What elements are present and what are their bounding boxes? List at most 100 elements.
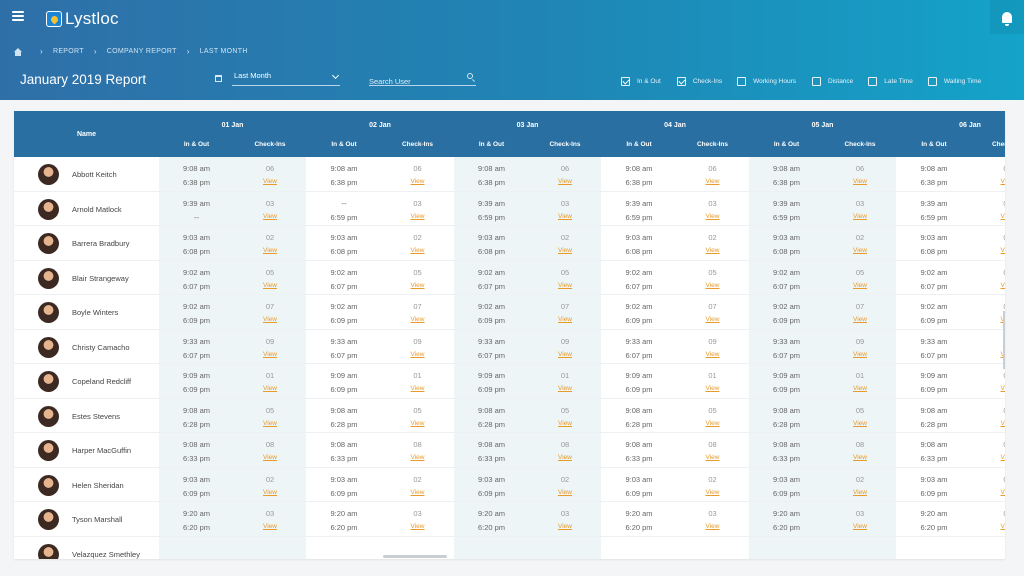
search-user[interactable] — [369, 71, 476, 86]
view-link[interactable]: View — [410, 488, 425, 496]
user-name[interactable]: Velazquez Smethley — [72, 549, 140, 559]
view-link[interactable]: View — [558, 281, 572, 289]
view-link[interactable]: View — [263, 281, 277, 289]
user-name[interactable]: Abbott Keitch — [72, 170, 117, 179]
view-link[interactable]: View — [705, 350, 720, 358]
view-link[interactable]: View — [558, 212, 572, 220]
user-name[interactable]: Helen Sheridan — [72, 480, 124, 490]
view-link[interactable]: View — [705, 419, 720, 427]
view-link[interactable]: View — [853, 454, 867, 461]
filter-distance[interactable]: Distance — [812, 77, 853, 86]
view-link[interactable]: View — [558, 178, 572, 185]
user-name[interactable]: Blair Strangeway — [72, 273, 129, 283]
view-link[interactable]: View — [705, 212, 720, 220]
view-link[interactable]: View — [410, 385, 425, 392]
user-name[interactable]: Copeland Redcliff — [72, 377, 132, 386]
view-link[interactable]: View — [558, 454, 572, 461]
menu-icon[interactable] — [12, 11, 24, 21]
view-link[interactable]: View — [410, 281, 425, 289]
view-link[interactable]: View — [853, 419, 867, 427]
view-link[interactable]: View — [410, 247, 425, 254]
user-name[interactable]: Boyle Winters — [72, 308, 119, 317]
view-link[interactable]: View — [705, 385, 720, 392]
view-link[interactable]: View — [705, 247, 720, 254]
checkbox[interactable] — [812, 77, 821, 86]
view-link[interactable]: View — [972, 351, 1006, 358]
checkbox[interactable] — [676, 77, 686, 86]
checkbox[interactable] — [868, 77, 878, 86]
view-link[interactable]: View — [410, 212, 425, 220]
view-link[interactable]: View — [263, 488, 277, 496]
view-link[interactable]: View — [853, 316, 867, 323]
view-link[interactable]: View — [1000, 281, 1006, 289]
view-link[interactable]: View — [558, 385, 572, 392]
user-name[interactable]: Barrera Bradbury — [72, 239, 130, 248]
view-link[interactable]: View — [263, 178, 277, 185]
filter-late-time[interactable]: Late Time — [868, 77, 913, 86]
user-name[interactable]: Arnold Matlock — [72, 204, 122, 214]
view-link[interactable]: View — [1000, 247, 1006, 254]
view-link[interactable]: View — [853, 488, 867, 496]
view-link[interactable]: View — [853, 281, 867, 289]
view-link[interactable]: View — [263, 454, 277, 461]
checkbox[interactable] — [621, 77, 630, 86]
view-link[interactable]: View — [558, 316, 572, 323]
view-link[interactable]: View — [1000, 212, 1006, 220]
filter-check-ins[interactable]: Check-Ins — [676, 77, 722, 86]
search-icon[interactable] — [467, 73, 473, 79]
user-name[interactable]: Christy Camacho — [72, 342, 130, 352]
search-input[interactable] — [369, 77, 459, 86]
view-link[interactable]: View — [853, 212, 867, 220]
view-link[interactable]: View — [263, 212, 277, 220]
view-link[interactable]: View — [705, 316, 720, 323]
view-link[interactable]: View — [1000, 178, 1006, 185]
checkbox[interactable] — [927, 77, 937, 86]
view-link[interactable]: View — [410, 316, 425, 323]
view-link[interactable]: View — [1000, 419, 1006, 427]
view-link[interactable]: View — [972, 316, 1006, 323]
view-link[interactable]: View — [853, 523, 867, 530]
view-link[interactable]: View — [1000, 523, 1006, 530]
view-link[interactable]: View — [410, 523, 425, 530]
view-link[interactable]: View — [410, 178, 425, 185]
view-link[interactable]: View — [263, 419, 277, 427]
view-link[interactable]: View — [705, 281, 720, 289]
view-link[interactable]: View — [1000, 488, 1006, 496]
view-link[interactable]: View — [558, 247, 572, 254]
view-link[interactable]: View — [853, 247, 867, 254]
user-name[interactable]: Tyson Marshall — [72, 515, 123, 524]
user-name[interactable]: Harper MacGuffin — [72, 446, 132, 455]
view-link[interactable]: View — [558, 488, 572, 496]
breadcrumb-report[interactable]: REPORT — [52, 48, 84, 55]
view-link[interactable]: View — [410, 350, 425, 358]
checkbox[interactable] — [737, 77, 747, 86]
breadcrumb-company-report[interactable]: COMPANY REPORT — [106, 48, 177, 55]
view-link[interactable]: View — [263, 247, 277, 254]
notification-bell-icon[interactable] — [990, 0, 1024, 34]
filter-working-hours[interactable]: Working Hours — [737, 77, 796, 86]
view-link[interactable]: View — [410, 419, 425, 427]
app-logo[interactable]: Lystloc — [46, 9, 119, 29]
filter-in-out[interactable]: In & Out — [621, 77, 661, 86]
filter-waiting-time[interactable]: Waiting Time — [927, 77, 981, 86]
view-link[interactable]: View — [705, 488, 720, 496]
view-link[interactable]: View — [263, 523, 277, 530]
view-link[interactable]: View — [705, 178, 720, 185]
view-link[interactable]: View — [1000, 385, 1006, 392]
view-link[interactable]: View — [410, 454, 425, 461]
home-icon[interactable] — [14, 47, 22, 56]
view-link[interactable]: View — [263, 316, 277, 323]
view-link[interactable]: View — [558, 419, 572, 427]
view-link[interactable]: View — [558, 350, 572, 358]
user-name[interactable]: Estes Stevens — [72, 411, 120, 421]
view-link[interactable]: View — [558, 523, 572, 530]
horizontal-scrollbar[interactable] — [383, 555, 447, 558]
view-link[interactable]: View — [705, 523, 720, 530]
vertical-scrollbar[interactable] — [1003, 311, 1005, 369]
view-link[interactable]: View — [853, 350, 867, 358]
view-link[interactable]: View — [263, 350, 277, 358]
view-link[interactable]: View — [1000, 454, 1006, 461]
period-select[interactable]: Last Month — [232, 71, 340, 86]
view-link[interactable]: View — [263, 385, 277, 392]
view-link[interactable]: View — [853, 385, 867, 392]
